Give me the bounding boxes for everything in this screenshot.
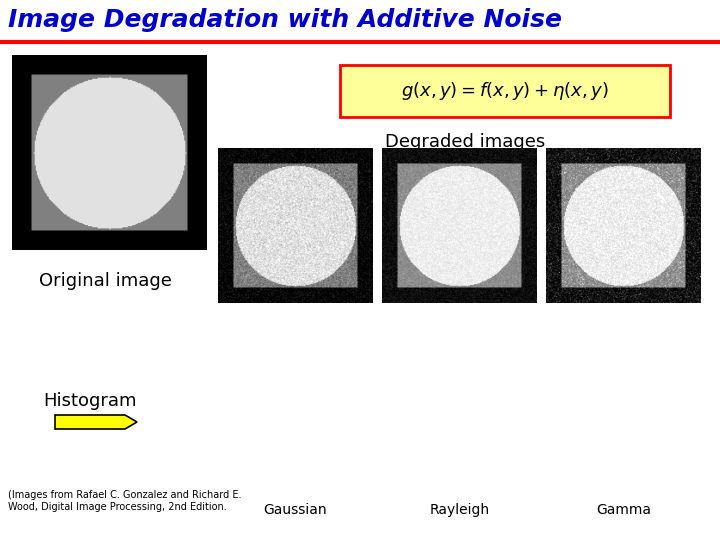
Text: Rayleigh: Rayleigh <box>429 503 490 517</box>
Text: $g(x, y) = f(x, y) + \eta(x, y)$: $g(x, y) = f(x, y) + \eta(x, y)$ <box>401 80 609 102</box>
Text: (Images from Rafael C. Gonzalez and Richard E.
Wood, Digital Image Processing, 2: (Images from Rafael C. Gonzalez and Rich… <box>8 490 241 511</box>
FancyArrow shape <box>55 415 137 429</box>
Text: Image Degradation with Additive Noise: Image Degradation with Additive Noise <box>8 8 562 32</box>
Text: Degraded images: Degraded images <box>385 133 545 151</box>
Bar <box>340 65 670 117</box>
Text: Histogram: Histogram <box>43 392 137 410</box>
Text: Gamma: Gamma <box>596 503 651 517</box>
Text: Original image: Original image <box>39 272 171 290</box>
Text: Gaussian: Gaussian <box>264 503 328 517</box>
